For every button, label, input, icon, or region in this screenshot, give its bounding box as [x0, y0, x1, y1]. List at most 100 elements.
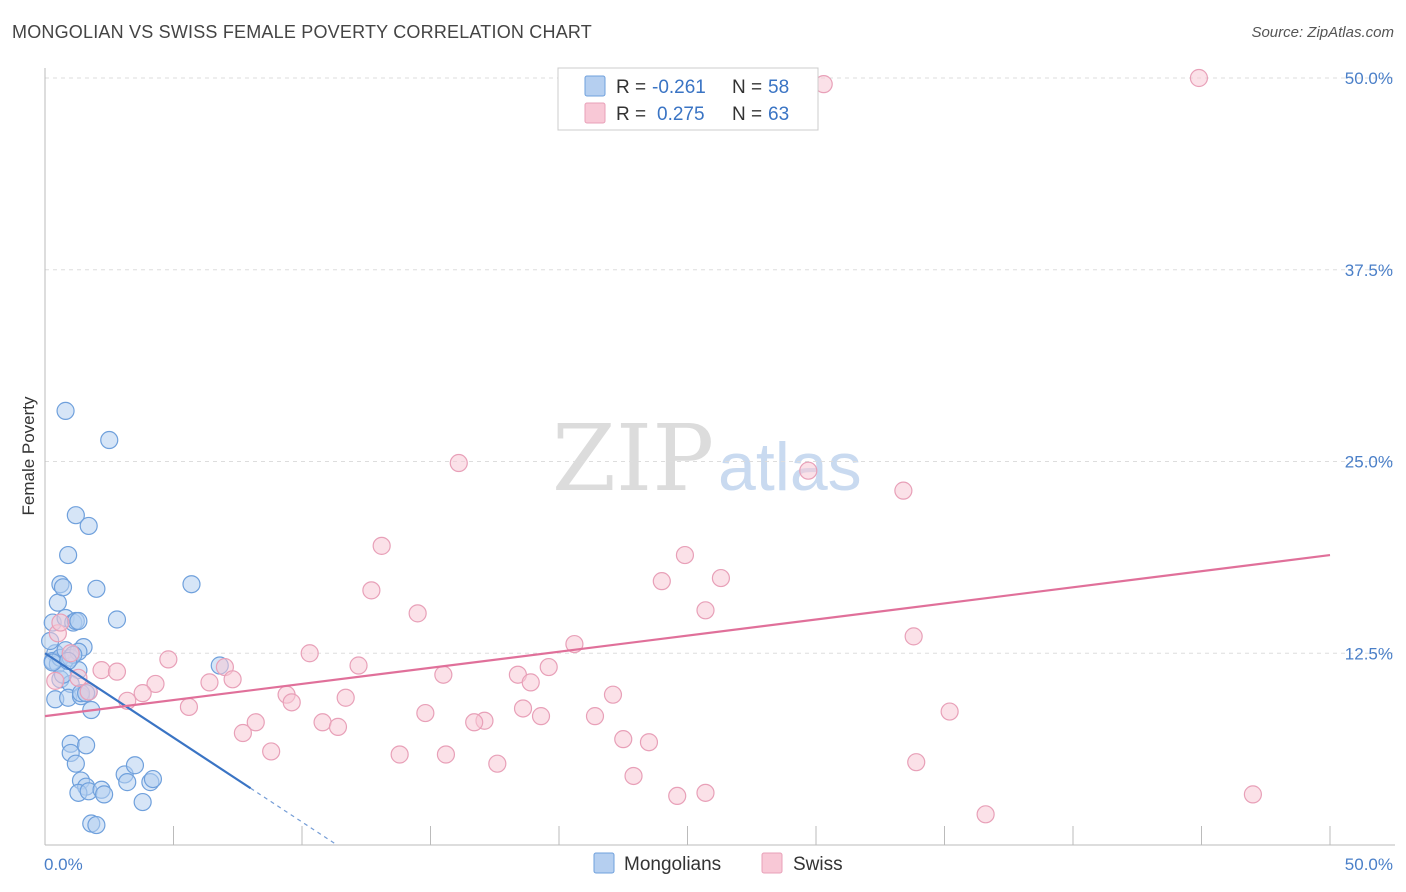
- point-swiss: [603, 685, 623, 704]
- x-tick-label-min: 0.0%: [44, 855, 83, 874]
- point-mongolians: [77, 736, 96, 755]
- point-mongolians: [48, 593, 67, 612]
- point-swiss: [614, 730, 633, 749]
- y-tick-labels: 12.5% 25.0% 37.5% 50.0%: [1345, 69, 1393, 663]
- point-swiss: [61, 644, 80, 663]
- trend-lines: [44, 553, 1331, 845]
- point-mongolians: [133, 792, 152, 812]
- point-swiss: [696, 783, 715, 802]
- point-swiss: [521, 673, 540, 692]
- point-swiss: [449, 453, 468, 473]
- point-swiss: [92, 661, 111, 680]
- point-swiss: [416, 703, 435, 723]
- point-swiss: [675, 545, 695, 565]
- point-swiss: [362, 581, 381, 600]
- point-swiss: [282, 693, 301, 712]
- y-tick-label: 25.0%: [1345, 453, 1393, 472]
- point-swiss: [668, 786, 687, 806]
- point-swiss: [336, 688, 355, 707]
- point-swiss: [46, 671, 65, 690]
- point-swiss: [624, 766, 643, 786]
- point-mongolians: [87, 579, 106, 598]
- point-swiss: [907, 753, 926, 772]
- point-mongolians: [87, 815, 106, 835]
- point-mongolians: [107, 610, 127, 629]
- legend-r-value-2: 0.275: [657, 104, 705, 125]
- legend-r-value-1: -0.261: [652, 77, 706, 98]
- bottom-legend-swiss: Swiss: [793, 854, 843, 875]
- x-tick-marks: [173, 826, 1331, 845]
- y-tick-label: 37.5%: [1345, 261, 1393, 280]
- point-mongolians: [182, 575, 201, 594]
- point-swiss: [51, 613, 70, 632]
- point-swiss: [1243, 785, 1263, 804]
- legend-swatch-swiss: [584, 102, 606, 124]
- point-swiss: [159, 650, 178, 669]
- point-mongolians: [66, 754, 85, 773]
- legend-n-value-1: 58: [768, 77, 789, 98]
- point-swiss: [531, 707, 551, 726]
- point-swiss: [639, 733, 659, 752]
- point-mongolians: [95, 785, 114, 804]
- point-swiss: [976, 805, 995, 824]
- point-swiss: [488, 754, 507, 773]
- point-mongolians: [118, 773, 137, 792]
- watermark-atlas: atlas: [718, 429, 862, 505]
- point-swiss: [262, 742, 281, 761]
- chart-title: MONGOLIAN VS SWISS FEMALE POVERTY CORREL…: [12, 22, 592, 42]
- point-swiss: [904, 627, 923, 646]
- point-swiss: [246, 713, 265, 732]
- series-legend: Mongolians Swiss: [593, 852, 843, 875]
- point-swiss: [940, 702, 959, 721]
- point-swiss: [133, 684, 152, 703]
- bottom-legend-swatch-mongolians: [593, 852, 615, 874]
- point-mongolians: [143, 769, 163, 789]
- point-swiss: [434, 665, 453, 684]
- point-mongolians: [59, 545, 78, 565]
- point-swiss: [465, 713, 484, 732]
- point-swiss: [436, 745, 456, 764]
- point-swiss: [894, 481, 913, 500]
- point-swiss: [652, 572, 671, 591]
- trendline-swiss: [44, 553, 1331, 718]
- point-swiss: [107, 662, 127, 681]
- point-swiss: [1189, 68, 1209, 88]
- point-swiss: [539, 657, 558, 677]
- point-mongolians: [125, 756, 145, 775]
- point-swiss: [349, 656, 368, 675]
- trendline-extension-mongolians: [250, 787, 336, 845]
- x-tick-label-max: 50.0%: [1345, 855, 1393, 874]
- point-swiss: [300, 644, 319, 663]
- point-mongolians: [79, 516, 98, 536]
- point-swiss: [696, 601, 715, 620]
- bottom-legend-swatch-swiss: [761, 852, 783, 874]
- legend-n-label-1: N =: [732, 77, 762, 98]
- legend-r-label-1: R =: [616, 77, 646, 98]
- point-swiss: [711, 568, 731, 588]
- point-mongolians: [56, 401, 75, 420]
- bottom-legend-mongolians: Mongolians: [624, 854, 721, 875]
- point-swiss: [372, 536, 391, 555]
- legend-n-label-2: N =: [732, 104, 762, 125]
- point-swiss: [233, 723, 252, 743]
- point-swiss: [408, 604, 427, 623]
- point-swiss: [328, 717, 348, 736]
- legend-n-value-2: 63: [768, 104, 789, 125]
- point-swiss: [313, 713, 332, 732]
- y-axis-title: Female Poverty: [19, 396, 38, 516]
- point-swiss: [513, 699, 533, 718]
- watermark-zip: ZIP: [552, 405, 714, 512]
- point-swiss: [799, 461, 818, 480]
- point-mongolians: [53, 578, 73, 597]
- legend-r-label-2: R =: [616, 104, 646, 125]
- point-mongolians: [69, 611, 88, 631]
- source-label: Source: ZipAtlas.com: [1251, 24, 1394, 41]
- legend-swatch-mongolians: [584, 75, 606, 97]
- point-swiss: [146, 674, 165, 694]
- point-swiss: [179, 697, 199, 717]
- y-tick-label: 12.5%: [1345, 644, 1393, 663]
- correlation-legend: R = -0.261 N = 58 R = 0.275 N = 63: [557, 67, 819, 131]
- grid-lines: [45, 77, 1395, 654]
- point-swiss: [390, 745, 409, 764]
